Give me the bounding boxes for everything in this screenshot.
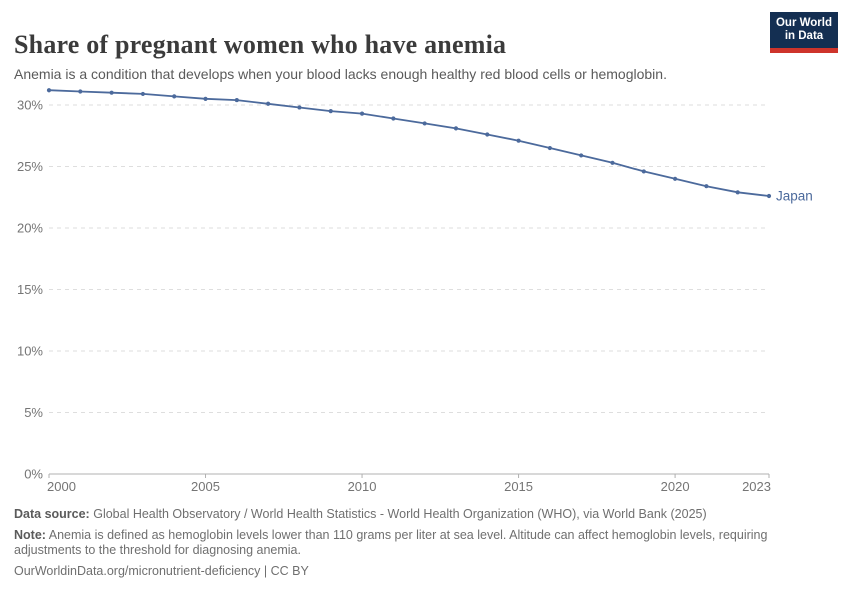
data-point[interactable] [203, 96, 208, 101]
data-point[interactable] [359, 111, 365, 116]
data-point[interactable] [391, 116, 396, 121]
data-point[interactable] [579, 153, 584, 158]
data-point[interactable] [766, 193, 772, 199]
y-axis-label: 5% [24, 405, 43, 420]
data-point[interactable] [485, 132, 490, 137]
data-point[interactable] [140, 91, 146, 97]
data-point[interactable] [109, 90, 114, 95]
series-line-japan[interactable] [48, 89, 770, 197]
chart-footer: Data source: Global Health Observatory /… [14, 507, 828, 585]
y-axis-label: 0% [24, 467, 43, 482]
data-point[interactable] [172, 94, 177, 99]
x-axis-label: 2005 [191, 479, 220, 494]
data-source-label: Data source: [14, 507, 90, 521]
data-point[interactable] [297, 105, 302, 110]
data-point[interactable] [422, 121, 427, 126]
chart-subtitle: Anemia is a condition that develops when… [14, 66, 667, 82]
data-point[interactable] [641, 169, 646, 174]
data-point[interactable] [516, 138, 521, 143]
note-text: Anemia is defined as hemoglobin levels l… [14, 528, 768, 557]
y-axis-label: 15% [17, 282, 43, 297]
series-label-japan[interactable]: Japan [776, 189, 813, 204]
data-source-line: Data source: Global Health Observatory /… [14, 507, 828, 522]
data-point[interactable] [735, 190, 740, 195]
y-axis-label: 30% [17, 98, 43, 113]
data-source-text: Global Health Observatory / World Health… [93, 507, 707, 521]
owid-logo[interactable]: Our World in Data [770, 12, 838, 53]
data-point[interactable] [704, 184, 709, 189]
data-point[interactable] [610, 160, 615, 165]
data-point[interactable] [234, 97, 239, 103]
page-title: Share of pregnant women who have anemia [14, 30, 507, 60]
owid-logo-line1: Our World [775, 17, 832, 29]
x-axis-label: 2023 [742, 479, 771, 494]
x-axis-label: 2010 [348, 479, 377, 494]
data-point[interactable] [328, 109, 333, 114]
x-axis-label: 2015 [504, 479, 533, 494]
data-point[interactable] [672, 176, 678, 181]
x-axis-label: 2020 [661, 479, 690, 494]
note-label: Note: [14, 528, 46, 542]
y-axis-label: 10% [17, 344, 43, 359]
data-point[interactable] [453, 126, 459, 131]
data-point[interactable] [266, 101, 271, 106]
note-line: Note: Anemia is defined as hemoglobin le… [14, 528, 828, 558]
owid-logo-line2: in Data [784, 30, 824, 42]
y-axis-label: 20% [17, 221, 43, 236]
y-axis-label: 25% [17, 159, 43, 174]
x-axis-label: 2000 [47, 479, 76, 494]
data-point[interactable] [46, 88, 52, 93]
data-point[interactable] [547, 145, 552, 151]
data-point[interactable] [78, 89, 83, 94]
license-link[interactable]: OurWorldinData.org/micronutrient-deficie… [14, 564, 309, 578]
